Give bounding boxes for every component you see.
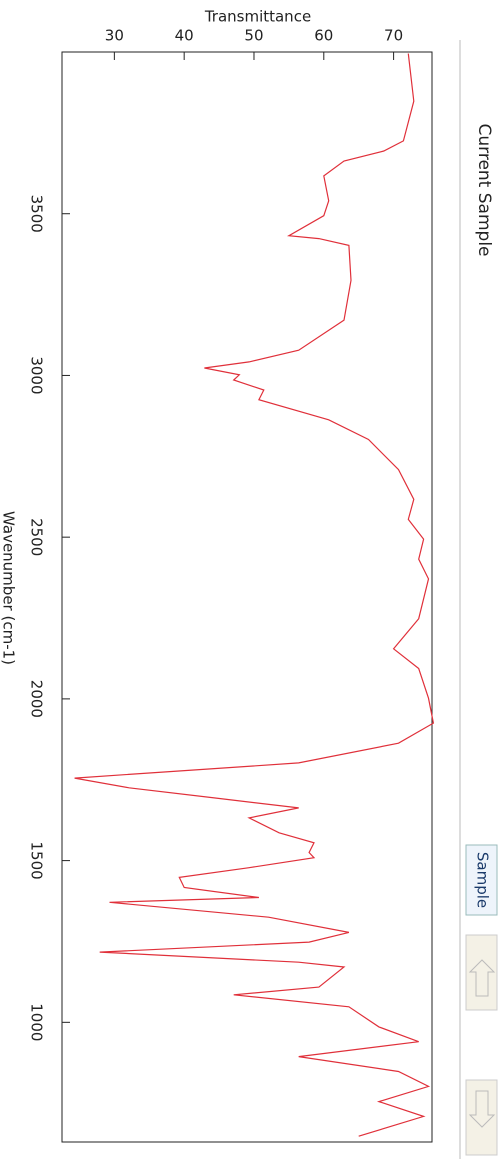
x-tick-label: 1500: [28, 842, 46, 880]
sample-button[interactable]: [465, 844, 498, 916]
x-tick-label: 2000: [28, 680, 46, 718]
panel-title: Current Sample: [474, 124, 494, 257]
x-tick-label: 3500: [28, 195, 46, 233]
x-tick-label: 1000: [28, 1003, 46, 1041]
y-tick-label: 70: [384, 27, 403, 45]
down-arrow: [468, 1090, 496, 1128]
sample-button-label[interactable]: Sample: [474, 852, 492, 908]
y-tick-label: 40: [175, 27, 194, 45]
y-tick-label: 60: [314, 27, 333, 45]
y-tick-label: 30: [105, 27, 124, 45]
x-tick-label: 2500: [28, 518, 46, 556]
up-arrow: [468, 959, 496, 997]
spectrum-line: [74, 53, 435, 1137]
x-tick-label: 3000: [28, 356, 46, 394]
x-axis-label: Wavenumber (cm-1): [0, 511, 18, 665]
y-axis-label: Transmittance: [204, 8, 311, 26]
y-tick-label: 50: [244, 27, 263, 45]
plot-frame: [61, 51, 433, 1143]
